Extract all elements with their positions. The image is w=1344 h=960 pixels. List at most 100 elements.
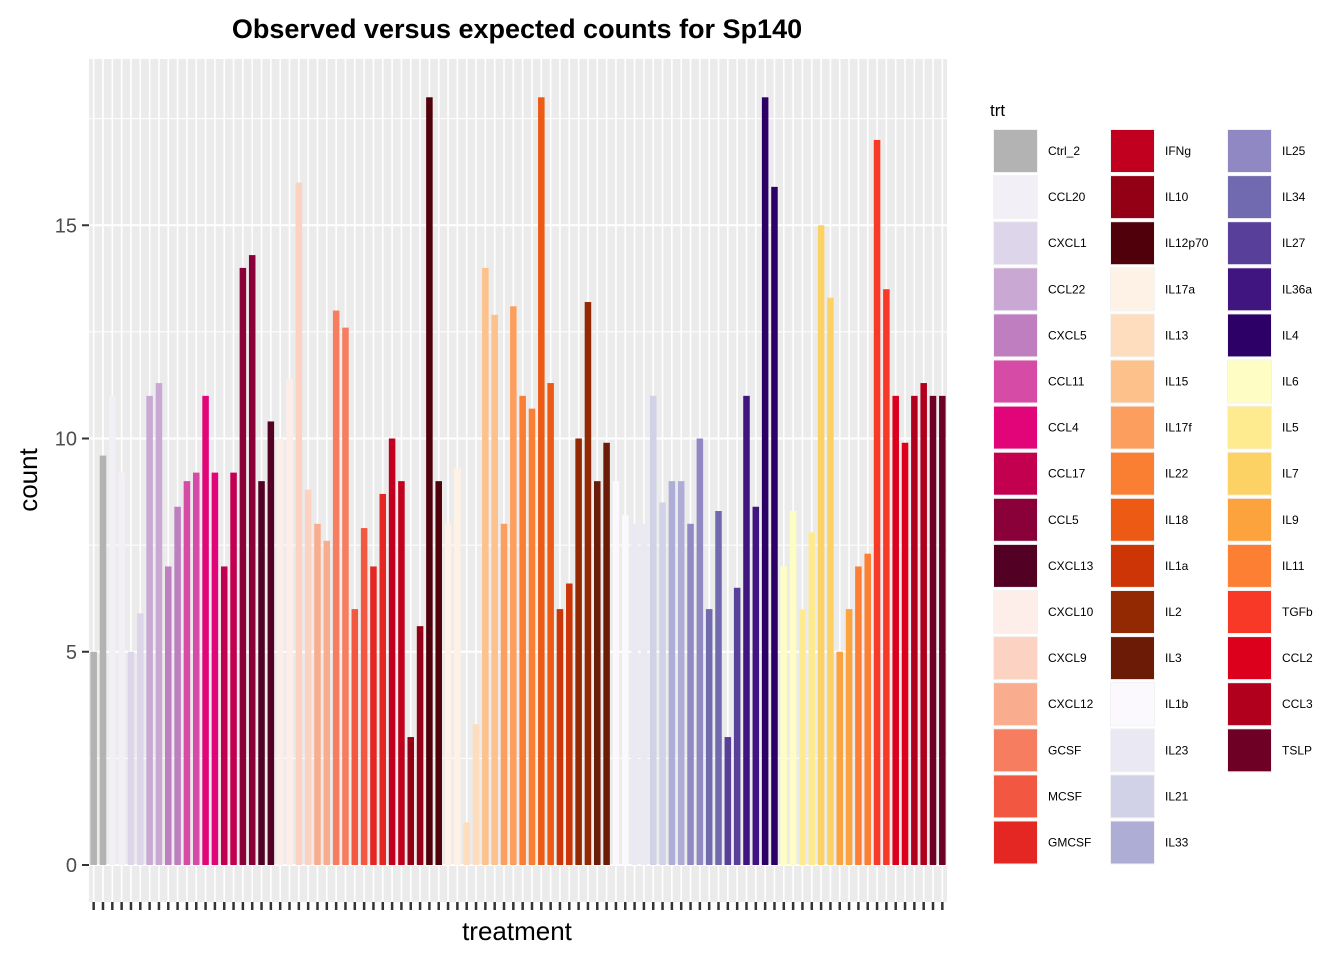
legend-label: IL23 [1165, 743, 1189, 757]
y-tick-label: 5 [66, 642, 77, 664]
bar [538, 97, 545, 866]
x-axis-title: treatment [462, 916, 573, 946]
legend-swatch [1111, 683, 1154, 726]
bar [472, 724, 480, 865]
legend-label: IL21 [1165, 789, 1189, 803]
bar [127, 651, 135, 865]
legend-swatch [1111, 637, 1154, 680]
legend-swatch [1228, 452, 1271, 495]
bar [258, 481, 265, 865]
bar [761, 97, 769, 866]
legend-swatch [1228, 544, 1271, 587]
bar [286, 378, 293, 865]
bar [659, 502, 666, 865]
legend-label: CCL5 [1048, 513, 1079, 527]
legend-label: CCL2 [1282, 651, 1313, 665]
bar [435, 481, 442, 865]
bar [621, 515, 629, 865]
legend-swatch [1228, 729, 1271, 772]
bar [845, 609, 853, 865]
bar [248, 255, 256, 866]
legend-label: TGFb [1282, 605, 1313, 619]
bar [90, 651, 97, 865]
x-axis [92, 902, 944, 910]
bar [146, 395, 153, 865]
legend-label: IFNg [1165, 144, 1191, 158]
bar [733, 587, 741, 865]
bar [323, 540, 331, 865]
bar [752, 506, 760, 865]
legend-label: IL27 [1282, 236, 1306, 250]
legend-swatch [1111, 314, 1154, 357]
legend-swatch [994, 591, 1037, 633]
legend-swatch [1111, 360, 1154, 403]
chart-title: Observed versus expected counts for Sp14… [232, 14, 802, 44]
bar [556, 609, 564, 865]
y-axis-title: count [13, 447, 43, 511]
legend-label: IL9 [1282, 513, 1299, 527]
bar [398, 481, 405, 865]
bar [220, 566, 228, 865]
legend-label: IL13 [1165, 328, 1189, 342]
legend-swatch [994, 406, 1037, 449]
legend-label: CCL20 [1048, 190, 1086, 204]
legend-label: TSLP [1282, 743, 1312, 757]
legend-swatch [994, 729, 1037, 772]
bar [463, 822, 470, 865]
legend-label: IL34 [1282, 190, 1306, 204]
legend-swatch [1111, 498, 1154, 541]
bar [594, 481, 601, 865]
bar [491, 314, 498, 865]
legend-label: CXCL13 [1048, 559, 1094, 573]
legend-label: IL4 [1282, 328, 1299, 342]
bar [920, 383, 927, 865]
legend-label: CCL17 [1048, 467, 1086, 481]
bar [649, 395, 657, 865]
bar [165, 566, 172, 865]
bar [388, 438, 396, 865]
legend-swatch [994, 452, 1037, 495]
legend-label: IL7 [1282, 467, 1299, 481]
legend-swatch [994, 176, 1037, 219]
bar [808, 532, 816, 865]
legend-swatch [1111, 130, 1154, 172]
legend-label: IL6 [1282, 375, 1299, 389]
legend-label: CCL22 [1048, 282, 1086, 296]
y-tick-label: 0 [66, 855, 77, 877]
y-tick-label: 10 [55, 429, 77, 451]
bar [482, 267, 489, 865]
bar [705, 609, 713, 865]
legend-swatch [1111, 452, 1154, 495]
legend-swatch [994, 268, 1037, 311]
bar [426, 97, 433, 866]
legend-swatch [994, 222, 1037, 265]
legend-label: IL3 [1165, 651, 1182, 665]
legend-label: GCSF [1048, 743, 1081, 757]
bar [780, 566, 788, 865]
bar [911, 395, 918, 865]
legend-swatch [1228, 314, 1271, 357]
bar [883, 289, 890, 866]
legend-swatch [1111, 268, 1154, 311]
legend-swatch [994, 360, 1037, 403]
legend-swatch [1111, 406, 1154, 449]
bar [342, 327, 349, 865]
legend-label: IL12p70 [1165, 236, 1209, 250]
bar [939, 395, 946, 865]
legend-label: IL25 [1282, 144, 1306, 158]
bar [370, 566, 377, 865]
bar [855, 566, 862, 865]
bar [444, 523, 452, 865]
legend-swatch [1228, 498, 1271, 541]
legend-label: Ctrl_2 [1048, 144, 1080, 158]
legend-swatch [994, 637, 1037, 680]
bar [379, 493, 387, 865]
bar [304, 489, 312, 865]
legend-swatch [1111, 729, 1154, 772]
legend-label: IL1b [1165, 697, 1189, 711]
legend-swatch [1111, 222, 1154, 265]
legend: Ctrl_2 CCL20 CXCL1 CCL22 CXCL5 CCL11 CCL4 CCL17… [993, 129, 1313, 865]
legend-swatch [1228, 268, 1271, 311]
bar [817, 225, 825, 865]
bar [929, 395, 937, 865]
